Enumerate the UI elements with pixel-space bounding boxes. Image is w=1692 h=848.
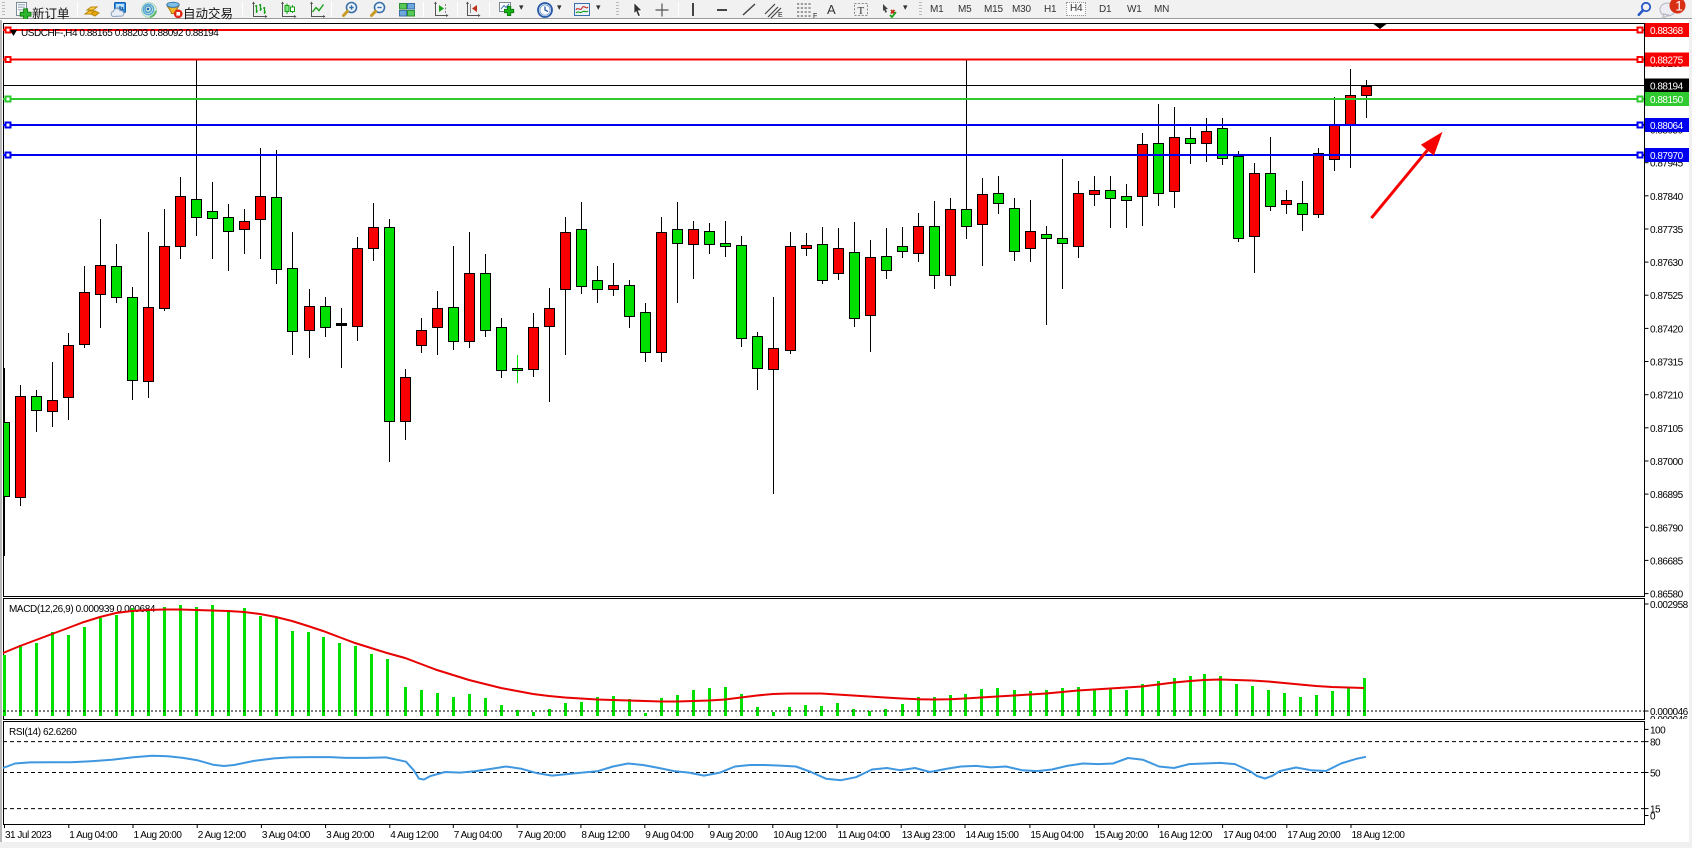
svg-text:0: 0 — [1650, 812, 1656, 823]
svg-text:0.87525: 0.87525 — [1650, 291, 1684, 302]
svg-text:17 Aug 04:00: 17 Aug 04:00 — [1223, 830, 1277, 841]
svg-text:0.87630: 0.87630 — [1650, 258, 1684, 269]
svg-text:0.88275: 0.88275 — [1650, 56, 1684, 67]
svg-text:0.87105: 0.87105 — [1650, 424, 1684, 435]
svg-text:0.87000: 0.87000 — [1650, 457, 1684, 468]
svg-text:0.002958: 0.002958 — [1650, 600, 1689, 611]
svg-text:0.86895: 0.86895 — [1650, 490, 1684, 501]
svg-text:1 Aug 20:00: 1 Aug 20:00 — [134, 830, 183, 841]
svg-text:3 Aug 20:00: 3 Aug 20:00 — [326, 830, 375, 841]
svg-text:0.000046: 0.000046 — [1650, 715, 1689, 726]
svg-text:14 Aug 15:00: 14 Aug 15:00 — [966, 830, 1020, 841]
svg-text:18 Aug 12:00: 18 Aug 12:00 — [1352, 830, 1406, 841]
svg-text:0.87840: 0.87840 — [1650, 192, 1684, 203]
svg-text:15 Aug 20:00: 15 Aug 20:00 — [1095, 830, 1149, 841]
svg-text:9 Aug 20:00: 9 Aug 20:00 — [710, 830, 759, 841]
svg-text:T: T — [858, 5, 865, 17]
svg-text:0.88150: 0.88150 — [1650, 95, 1684, 106]
svg-text:15: 15 — [1650, 805, 1661, 816]
svg-text:0.87210: 0.87210 — [1650, 391, 1684, 402]
svg-text:0.86790: 0.86790 — [1650, 523, 1684, 534]
svg-text:0.86580: 0.86580 — [1650, 590, 1684, 601]
svg-text:2 Aug 12:00: 2 Aug 12:00 — [198, 830, 247, 841]
svg-text:31 Jul 2023: 31 Jul 2023 — [5, 830, 52, 841]
svg-text:E: E — [778, 12, 783, 19]
svg-text:100: 100 — [1650, 725, 1666, 736]
svg-text:50: 50 — [1650, 769, 1661, 780]
svg-text:F: F — [813, 13, 817, 19]
svg-text:RSI(14) 62.6260: RSI(14) 62.6260 — [9, 727, 77, 738]
svg-text:0.88064: 0.88064 — [1650, 121, 1684, 132]
svg-text:0.87735: 0.87735 — [1650, 225, 1684, 236]
svg-text:0.86685: 0.86685 — [1650, 556, 1684, 567]
svg-text:0.87420: 0.87420 — [1650, 324, 1684, 335]
svg-text:80: 80 — [1650, 738, 1661, 749]
svg-text:17 Aug 20:00: 17 Aug 20:00 — [1287, 830, 1341, 841]
svg-text:0.87315: 0.87315 — [1650, 358, 1684, 369]
svg-text:10 Aug 12:00: 10 Aug 12:00 — [773, 830, 827, 841]
svg-text:USDCHF-,H4 0.88165 0.88203 0.: USDCHF-,H4 0.88165 0.88203 0.88092 0.881… — [21, 28, 219, 39]
svg-text:0.87970: 0.87970 — [1650, 151, 1684, 162]
svg-text:3 Aug 04:00: 3 Aug 04:00 — [262, 830, 311, 841]
svg-text:MACD(12,26,9) 0.000939 0.00068: MACD(12,26,9) 0.000939 0.000684 — [9, 604, 156, 615]
svg-text:7 Aug 20:00: 7 Aug 20:00 — [518, 830, 567, 841]
svg-text:0.88194: 0.88194 — [1650, 82, 1684, 93]
svg-text:13 Aug 23:00: 13 Aug 23:00 — [902, 830, 956, 841]
svg-text:0.87945: 0.87945 — [1650, 159, 1684, 170]
svg-text:11 Aug 04:00: 11 Aug 04:00 — [838, 830, 891, 841]
svg-text:7 Aug 04:00: 7 Aug 04:00 — [454, 830, 503, 841]
svg-text:0.000046: 0.000046 — [1650, 707, 1689, 718]
svg-text:1 Aug 04:00: 1 Aug 04:00 — [69, 830, 118, 841]
svg-text:8 Aug 12:00: 8 Aug 12:00 — [581, 830, 630, 841]
svg-text:0.88368: 0.88368 — [1650, 26, 1684, 37]
svg-text:1: 1 — [1675, 0, 1683, 14]
svg-text:9 Aug 04:00: 9 Aug 04:00 — [645, 830, 694, 841]
svg-text:15 Aug 04:00: 15 Aug 04:00 — [1030, 830, 1084, 841]
svg-text:4 Aug 12:00: 4 Aug 12:00 — [390, 830, 439, 841]
svg-text:16 Aug 12:00: 16 Aug 12:00 — [1159, 830, 1213, 841]
